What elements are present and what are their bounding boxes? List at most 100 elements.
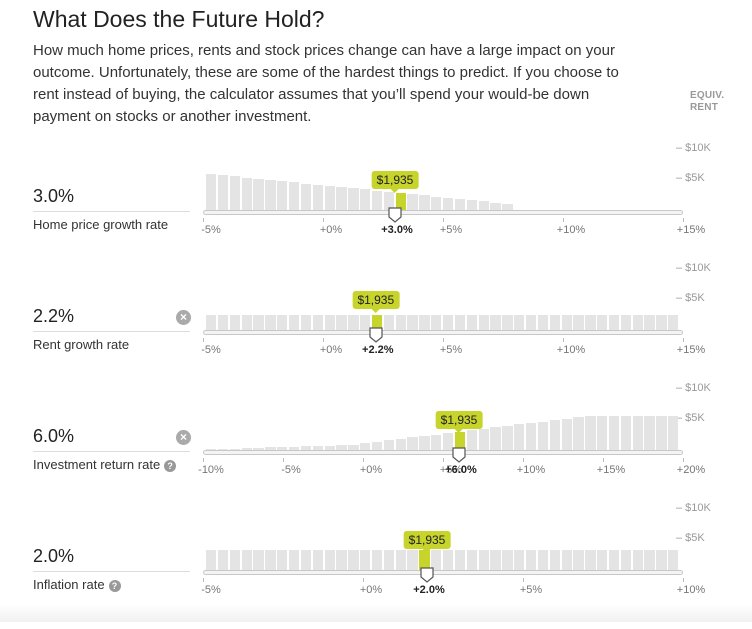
histogram-bar <box>395 314 406 330</box>
tick-label: +5% <box>519 584 543 596</box>
histogram-bar <box>371 314 383 330</box>
tick-label: +15% <box>676 344 706 356</box>
slider-section-inflation: – $10K – $5K 2.0% Inflation rate? -5% +0% +5% +… <box>0 500 752 620</box>
clear-x-icon[interactable]: × <box>176 430 191 445</box>
tick-mark <box>443 458 444 462</box>
histogram-bar <box>585 314 596 330</box>
slider-section-rent-growth: – $10K – $5K 2.2% Rent growth rate × -5% +0% +5… <box>0 260 752 380</box>
histogram-bar <box>371 190 383 210</box>
slider-track[interactable] <box>203 450 683 455</box>
slider-track[interactable] <box>203 330 683 335</box>
histogram-bar <box>407 314 418 330</box>
histogram-bar <box>265 179 276 210</box>
question-mark-icon[interactable]: ? <box>108 579 121 592</box>
histogram-bar <box>371 550 383 570</box>
histogram-bar <box>383 550 395 570</box>
home-price-value[interactable]: 3.0% <box>33 186 75 206</box>
clear-x-icon[interactable]: × <box>176 310 191 325</box>
histogram-bar <box>348 188 359 210</box>
histogram-bar <box>277 181 288 210</box>
histogram-bar <box>383 314 395 330</box>
scale-label: – $10K <box>676 142 711 154</box>
slider-handle-icon[interactable] <box>388 207 402 223</box>
equiv-rent-label: EQUIV. RENT <box>690 90 725 113</box>
histogram-bar <box>360 550 371 570</box>
investment-return-value[interactable]: 6.0% <box>33 426 75 446</box>
histogram-bar <box>395 193 406 210</box>
histogram-bar <box>407 550 418 570</box>
histogram-bar <box>502 550 513 570</box>
histogram-bar <box>206 449 217 450</box>
histogram-bar <box>490 314 501 330</box>
tick-mark <box>523 578 524 582</box>
histogram-bar <box>253 550 264 570</box>
histogram-bar <box>502 314 513 330</box>
histogram-bar <box>632 314 643 330</box>
histogram-bar <box>656 314 667 330</box>
value-underline <box>33 331 190 332</box>
slider-handle-icon[interactable] <box>452 447 466 463</box>
histogram-bar <box>502 425 513 450</box>
histogram-bar <box>206 314 217 330</box>
rent-growth-value[interactable]: 2.2% <box>33 306 75 326</box>
histogram-bar <box>217 175 229 210</box>
slider-track[interactable] <box>203 570 683 575</box>
histogram-bar <box>431 434 442 450</box>
scale-label: – $5K <box>676 292 705 304</box>
question-mark-icon[interactable]: ? <box>164 459 177 472</box>
histogram-bar <box>253 178 264 210</box>
histogram-bar <box>597 550 608 570</box>
histogram-bar <box>656 415 667 450</box>
current-value-label: +2.0% <box>413 584 445 596</box>
histogram-bar <box>300 550 312 570</box>
inflation-value[interactable]: 2.0% <box>33 546 75 566</box>
investment-return-slider[interactable]: -10% -5% +0% +5% +10% +15% +20% +6.0% $1,935 <box>198 411 705 509</box>
histogram-bar <box>632 550 643 570</box>
slider-handle-icon[interactable] <box>369 327 383 343</box>
histogram-bar <box>478 201 489 210</box>
inflation-label: Inflation rate? <box>33 577 121 592</box>
histogram-bar <box>360 443 371 450</box>
histogram-bar <box>514 314 525 330</box>
histogram-bar <box>383 440 395 450</box>
histogram-bar <box>419 195 430 210</box>
histogram-bar <box>608 550 620 570</box>
inflation-slider[interactable]: -5% +0% +5% +10% +2.0% $1,935 <box>200 531 705 629</box>
slider-track[interactable] <box>203 210 683 215</box>
tick-mark <box>683 458 684 462</box>
histogram-bar <box>656 550 667 570</box>
histogram-bar <box>620 550 632 570</box>
histogram-bar <box>514 424 525 450</box>
tick-mark <box>523 458 524 462</box>
current-value-label: +3.0% <box>381 224 413 236</box>
histogram-bar <box>431 550 442 570</box>
histogram-bar <box>443 314 454 330</box>
histogram-bar <box>229 550 241 570</box>
histogram-bar <box>644 550 655 570</box>
tick-mark <box>203 338 204 342</box>
home-price-label: Home price growth rate <box>33 217 168 232</box>
tick-label: +10% <box>516 464 546 476</box>
page-title: What Does the Future Hold? <box>33 6 325 32</box>
histogram-bar <box>265 550 276 570</box>
histogram-bar <box>288 182 300 210</box>
slider-label-text: Rent growth rate <box>33 337 130 352</box>
histogram-bar <box>300 183 312 210</box>
histogram-bar <box>431 314 442 330</box>
histogram-bar <box>502 203 513 210</box>
histogram-bar <box>454 431 466 450</box>
tick-label: -5% <box>281 464 301 476</box>
histogram-bar <box>206 550 217 570</box>
slider-handle-icon[interactable] <box>420 567 434 583</box>
histogram-bar <box>312 184 323 210</box>
home-price-slider[interactable]: -5% +0% +5% +10% +15% +3.0% $1,935 <box>200 171 705 269</box>
histogram-bar <box>300 314 312 330</box>
histogram-bar <box>549 550 560 570</box>
rent-growth-slider[interactable]: -5% +0% +5% +10% +15% +2.2% $1,935 <box>200 291 705 389</box>
histogram-bar <box>229 176 241 210</box>
scale-label: – $10K <box>676 262 711 274</box>
histogram-bar <box>537 314 549 330</box>
histogram-bar <box>668 550 679 570</box>
tick-mark <box>203 578 204 582</box>
scale-label: – $5K <box>676 412 705 424</box>
